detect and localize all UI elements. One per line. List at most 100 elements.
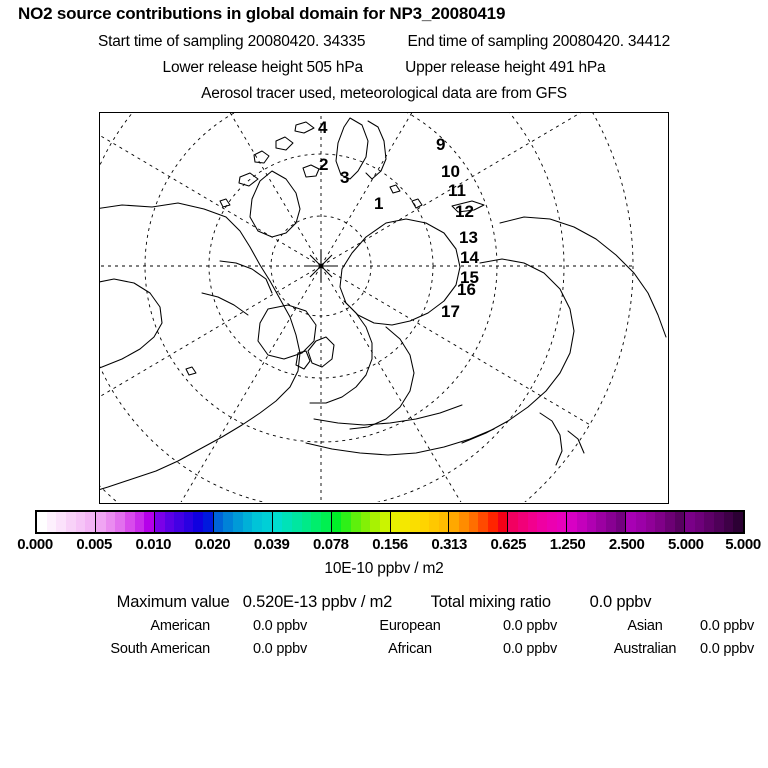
colorbar-swatch-9-2 bbox=[586, 512, 597, 532]
colorbar-swatch-11-1 bbox=[694, 512, 705, 532]
colorbar-segment-1 bbox=[95, 512, 155, 532]
colorbar-swatch-11-3 bbox=[714, 512, 724, 532]
colorbar-swatch-2-0 bbox=[154, 512, 165, 532]
total-mixing-ratio-label: Total mixing ratio bbox=[430, 593, 551, 611]
colorbar-swatch-7-5 bbox=[497, 512, 508, 532]
colorbar-swatch-5-2 bbox=[350, 512, 361, 532]
colorbar-swatch-10-3 bbox=[655, 512, 665, 532]
start-time-label: Start time of sampling 20080420. 34335 bbox=[97, 33, 366, 50]
colorbar-swatch-2-3 bbox=[183, 512, 194, 532]
colorbar-tick-11: 5.000 bbox=[668, 536, 704, 553]
colorbar-swatch-11-0 bbox=[685, 512, 695, 532]
colorbar-swatch-2-5 bbox=[203, 512, 213, 532]
colorbar-tick-3: 0.020 bbox=[194, 536, 231, 553]
release-height-row: Lower release height 505 hPa Upper relea… bbox=[0, 59, 768, 77]
region-label-european: European bbox=[379, 618, 441, 634]
colorbar-swatch-5-4 bbox=[370, 512, 380, 532]
release-point-star bbox=[305, 250, 337, 282]
colorbar-swatch-8-2 bbox=[527, 512, 538, 532]
colorbar-swatch-1-1 bbox=[105, 512, 116, 532]
colorbar-swatch-4-2 bbox=[292, 512, 302, 532]
map-label-16: 16 bbox=[457, 280, 476, 299]
map-label-13: 13 bbox=[459, 228, 478, 247]
colorbar-swatch-4-5 bbox=[320, 512, 331, 532]
colorbar-segment-8 bbox=[508, 512, 568, 532]
colorbar-swatch-3-3 bbox=[242, 512, 253, 532]
colorbar-tick-8: 0.625 bbox=[490, 536, 527, 553]
colorbar-swatch-2-1 bbox=[164, 512, 175, 532]
colorbar-unit-label: 10E-10 ppbv / m2 bbox=[324, 560, 444, 577]
colorbar-segment-10 bbox=[626, 512, 686, 532]
region-value-south-american: 0.0 ppbv bbox=[252, 641, 308, 657]
map-label-12: 12 bbox=[455, 202, 474, 221]
region-label-asian: Asian bbox=[627, 618, 663, 634]
colorbar-swatch-7-2 bbox=[468, 512, 479, 532]
colorbar-swatch-10-1 bbox=[635, 512, 646, 532]
map-label-15: 15 bbox=[460, 268, 479, 287]
colorbar-tick-labels: 0.000 0.005 0.010 0.020 0.039 0.078 0.156 0.313… bbox=[0, 536, 768, 554]
colorbar-tick-10: 2.500 bbox=[608, 536, 645, 553]
colorbar-swatch-6-3 bbox=[419, 512, 430, 532]
tracer-note: Aerosol tracer used, meteorological data… bbox=[201, 85, 567, 102]
colorbar-tick-0: 0.000 bbox=[17, 536, 53, 553]
latitude-circles bbox=[100, 113, 634, 502]
colorbar-swatch-0-2 bbox=[56, 512, 66, 532]
colorbar-segment-9 bbox=[567, 512, 627, 532]
colorbar-swatch-0-3 bbox=[65, 512, 76, 532]
colorbar-swatch-7-0 bbox=[449, 512, 460, 532]
trajectory-hour-labels: 4 2 3 1 9 10 11 12 13 14 15 16 17 bbox=[318, 118, 479, 321]
map-label-3: 3 bbox=[340, 168, 349, 187]
colorbar-swatch-3-0 bbox=[213, 512, 224, 532]
coastlines bbox=[100, 117, 667, 490]
colorbar-swatch-7-4 bbox=[488, 512, 498, 532]
max-value-row: Maximum value 0.520E-13 ppbv / m2 Total … bbox=[0, 593, 768, 612]
colorbar-swatch-10-5 bbox=[674, 512, 685, 532]
colorbar-swatch-9-4 bbox=[605, 512, 616, 532]
colorbar-swatch-11-5 bbox=[733, 512, 744, 532]
polar-stereographic-map: 4 2 3 1 9 10 11 12 13 14 15 16 17 bbox=[100, 113, 667, 502]
colorbar-swatch-3-2 bbox=[233, 512, 243, 532]
maximum-value-label: Maximum value bbox=[116, 593, 230, 611]
colorbar-swatch-6-4 bbox=[429, 512, 439, 532]
map-label-10: 10 bbox=[441, 162, 460, 181]
region-label-american: American bbox=[150, 618, 210, 634]
colorbar-segment-2 bbox=[154, 512, 214, 532]
region-label-australian: Australian bbox=[613, 641, 677, 657]
colorbar-swatch-8-0 bbox=[508, 512, 519, 532]
colorbar-swatch-9-5 bbox=[615, 512, 626, 532]
region-label-african: African bbox=[388, 641, 432, 657]
colorbar-swatch-8-4 bbox=[547, 512, 557, 532]
colorbar-tick-4: 0.039 bbox=[253, 536, 290, 553]
map-label-2: 2 bbox=[319, 155, 328, 174]
colorbar-swatch-5-0 bbox=[331, 512, 342, 532]
colorbar-segment-7 bbox=[449, 512, 509, 532]
colorbar-swatch-1-3 bbox=[124, 512, 135, 532]
region-row-1: American 0.0 ppbv European 0.0 ppbv Asia… bbox=[60, 618, 754, 634]
colorbar-segment-11 bbox=[685, 512, 744, 532]
colorbar bbox=[35, 510, 745, 534]
colorbar-tick-max: 5.000 bbox=[725, 536, 761, 553]
colorbar-swatch-10-4 bbox=[664, 512, 675, 532]
colorbar-swatch-6-0 bbox=[390, 512, 401, 532]
colorbar-tick-6: 0.156 bbox=[372, 536, 408, 553]
end-time-label: End time of sampling 20080420. 34412 bbox=[407, 33, 671, 50]
upper-release-height-label: Upper release height 491 hPa bbox=[405, 59, 606, 76]
colorbar-swatch-0-5 bbox=[85, 512, 95, 532]
colorbar-swatch-1-2 bbox=[115, 512, 125, 532]
region-label-south-american: South American bbox=[110, 641, 210, 657]
colorbar-swatch-3-1 bbox=[223, 512, 234, 532]
region-value-american: 0.0 ppbv bbox=[252, 618, 308, 634]
colorbar-swatch-6-2 bbox=[409, 512, 420, 532]
colorbar-swatch-10-0 bbox=[626, 512, 636, 532]
region-value-african: 0.0 ppbv bbox=[502, 641, 558, 657]
colorbar-tick-7: 0.313 bbox=[431, 536, 467, 553]
region-value-australian: 0.0 ppbv bbox=[700, 641, 755, 657]
maximum-value: 0.520E-13 ppbv / m2 bbox=[242, 593, 393, 611]
lower-release-height-label: Lower release height 505 hPa bbox=[162, 59, 364, 76]
colorbar-segment-3 bbox=[213, 512, 273, 532]
colorbar-segment-5 bbox=[331, 512, 391, 532]
colorbar-swatch-7-1 bbox=[459, 512, 469, 532]
meridian-lines bbox=[100, 113, 633, 502]
colorbar-swatch-1-5 bbox=[144, 512, 154, 532]
colorbar-tick-9: 1.250 bbox=[549, 536, 586, 553]
